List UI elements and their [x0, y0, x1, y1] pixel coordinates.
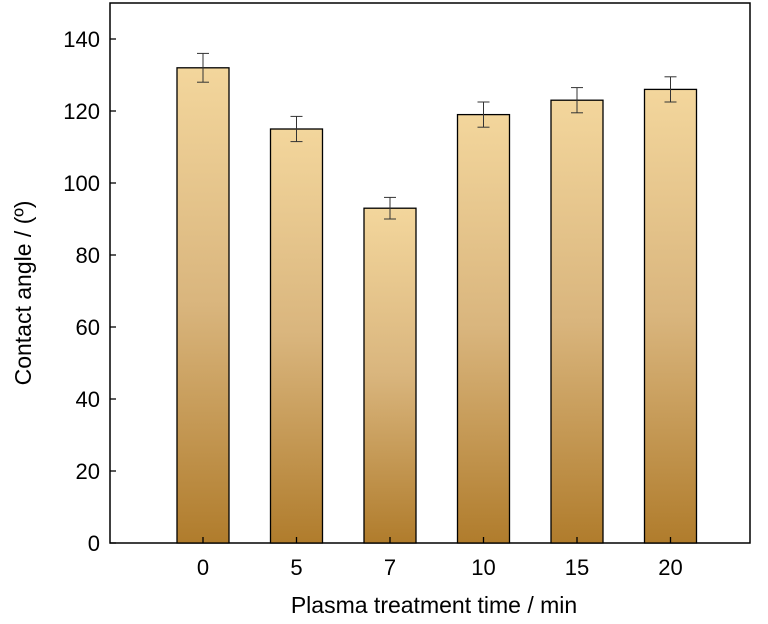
- bar-20: [643, 88, 698, 544]
- error-bar-10: [477, 101, 490, 128]
- bar-15: [550, 99, 604, 544]
- x-tick-label-20: 20: [658, 555, 682, 580]
- bar-5: [269, 128, 324, 544]
- y-tick-label-0: 0: [88, 531, 100, 556]
- y-tick-label-20: 20: [76, 459, 100, 484]
- error-bar-5: [290, 115, 303, 143]
- y-tick-label-60: 60: [76, 315, 100, 340]
- x-axis-title: Plasma treatment time / min: [291, 592, 577, 618]
- plot-frame: [109, 2, 751, 544]
- y-tick-label-120: 120: [63, 99, 100, 124]
- x-tick-label-10: 10: [471, 555, 495, 580]
- x-tick-label-0: 0: [197, 555, 209, 580]
- error-bar-15: [571, 87, 583, 114]
- bar-7: [363, 207, 417, 544]
- y-tick-label-100: 100: [63, 171, 100, 196]
- error-bar-20: [664, 76, 677, 103]
- bar-10: [456, 113, 511, 544]
- y-tick-label-80: 80: [76, 243, 100, 268]
- error-bar-7: [384, 196, 396, 220]
- y-tick-label-140: 140: [63, 27, 100, 52]
- error-bar-0: [197, 52, 209, 83]
- bar-0: [176, 67, 230, 544]
- x-tick-label-5: 5: [290, 555, 302, 580]
- y-tick-label-40: 40: [76, 387, 100, 412]
- y-axis-title: Contact angle / (º): [10, 201, 36, 386]
- x-tick-label-15: 15: [565, 555, 589, 580]
- x-tick-label-7: 7: [384, 555, 396, 580]
